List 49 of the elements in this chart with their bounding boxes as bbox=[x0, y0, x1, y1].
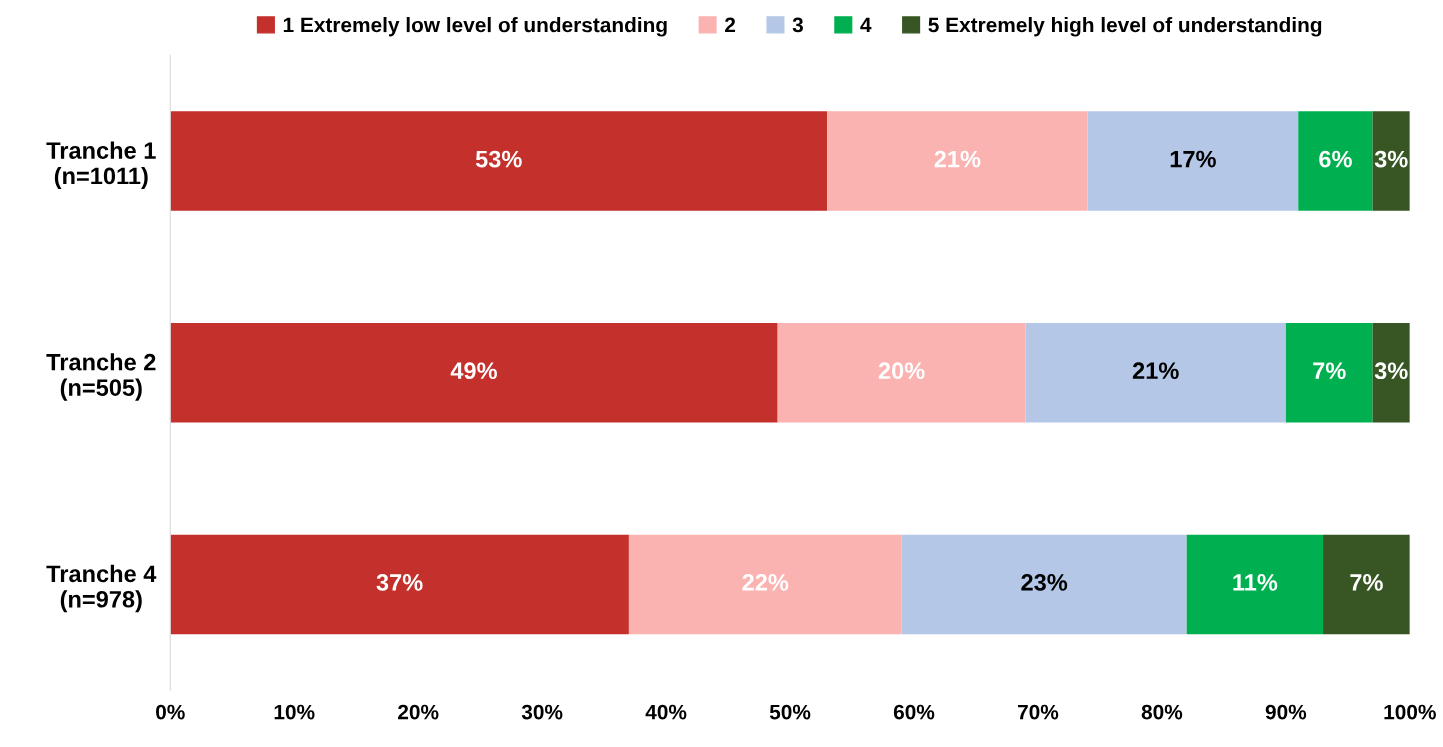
bar bbox=[1186, 534, 1324, 635]
x-tick-label: 30% bbox=[521, 704, 563, 720]
legend-label: 1 Extremely low level of understanding bbox=[283, 17, 667, 37]
bar bbox=[1285, 323, 1373, 423]
data-label: 49% bbox=[450, 362, 497, 380]
legend-label: 2 bbox=[725, 17, 736, 33]
legend-label: 4 bbox=[860, 17, 872, 33]
bar bbox=[170, 111, 828, 211]
x-tick-label: 90% bbox=[1265, 704, 1307, 720]
bar bbox=[827, 111, 1088, 211]
data-label: 11% bbox=[1233, 574, 1278, 591]
legend-label: 3 bbox=[792, 17, 803, 33]
bar bbox=[901, 534, 1187, 635]
bar bbox=[1298, 111, 1373, 211]
bar bbox=[628, 534, 902, 635]
bar bbox=[1087, 111, 1299, 211]
bar bbox=[777, 323, 1026, 423]
data-label: 7% bbox=[1350, 574, 1383, 591]
y-tick-label: Tranche 2 (n=505) bbox=[46, 353, 156, 401]
x-tick-label: 70% bbox=[1018, 704, 1059, 720]
legend-label: 5 Extremely high level of understanding bbox=[928, 17, 1322, 37]
data-label: 22% bbox=[742, 574, 789, 591]
x-tick-label: 0% bbox=[156, 704, 185, 720]
bar bbox=[170, 323, 778, 423]
bar bbox=[1372, 323, 1410, 423]
x-tick-label: 80% bbox=[1141, 704, 1183, 720]
y-tick-label: Tranche 4 (n=978) bbox=[46, 564, 157, 613]
data-label: 21% bbox=[1132, 362, 1179, 380]
bar bbox=[1372, 111, 1410, 211]
x-tick-label: 20% bbox=[398, 704, 439, 720]
x-tick-label: 100% bbox=[1384, 704, 1436, 720]
data-label: 53% bbox=[475, 150, 522, 168]
data-label: 3% bbox=[1374, 150, 1408, 168]
bar bbox=[1323, 534, 1410, 635]
data-label: 37% bbox=[376, 574, 423, 591]
x-tick-label: 40% bbox=[645, 704, 687, 720]
x-tick-label: 10% bbox=[274, 704, 315, 720]
data-label: 7% bbox=[1313, 362, 1346, 380]
x-tick-label: 50% bbox=[769, 704, 811, 720]
data-label: 23% bbox=[1021, 574, 1068, 591]
x-tick-label: 60% bbox=[893, 704, 935, 720]
y-tick-label: Tranche 1 (n=1011) bbox=[46, 141, 156, 189]
data-label: 20% bbox=[878, 362, 925, 380]
bar bbox=[170, 534, 629, 635]
data-label: 3% bbox=[1374, 362, 1408, 380]
bar bbox=[1025, 323, 1286, 423]
data-label: 6% bbox=[1319, 150, 1352, 168]
data-label: 21% bbox=[934, 150, 981, 168]
data-label: 17% bbox=[1170, 150, 1216, 168]
